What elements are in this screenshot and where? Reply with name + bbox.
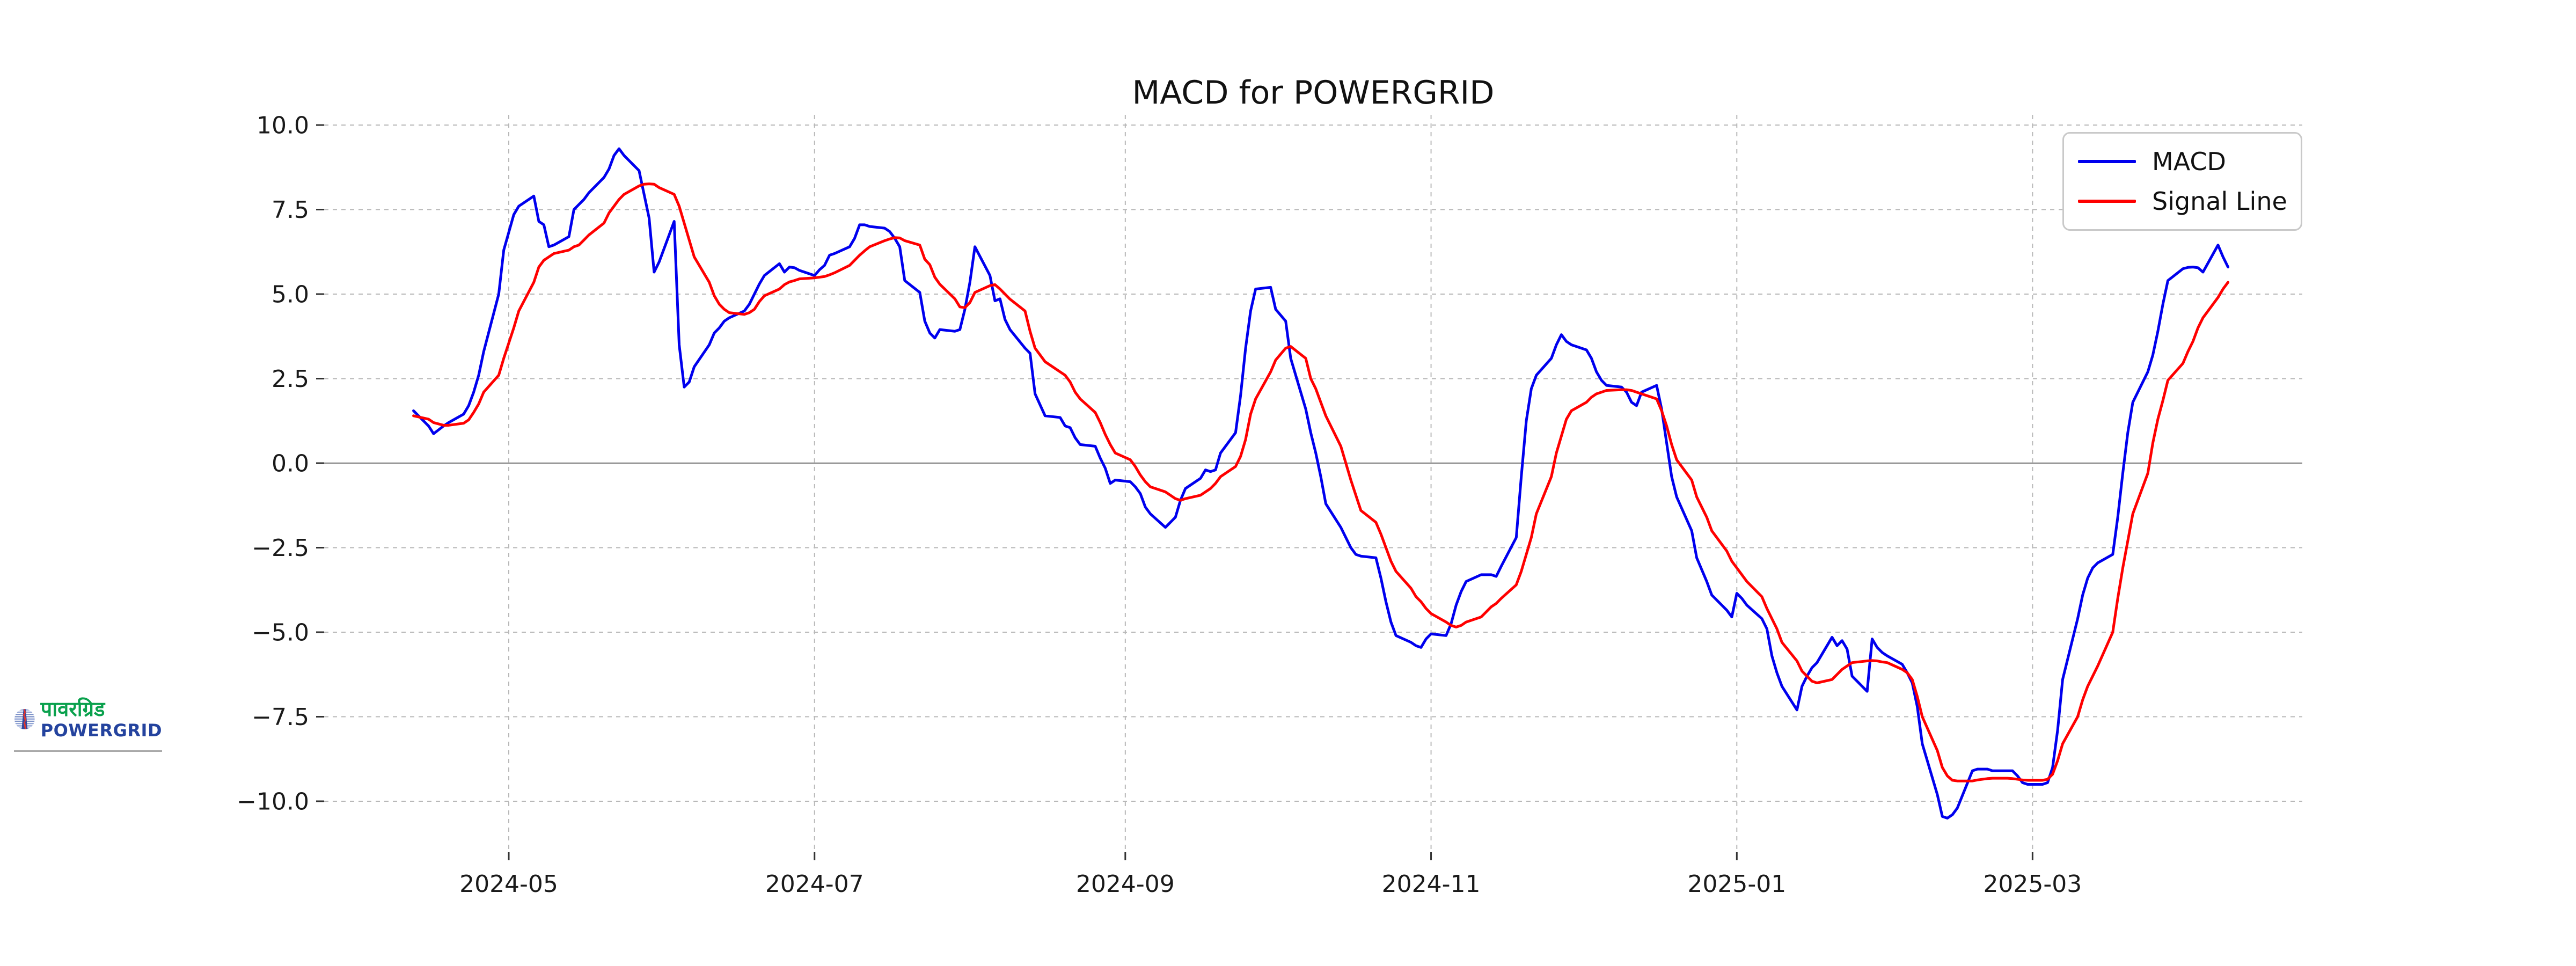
x-tick-label: 2025-03 — [1983, 870, 2082, 898]
powergrid-hindi-wordmark: पावरग्रिड — [40, 697, 105, 721]
signal-line — [412, 182, 2230, 782]
y-tick-label: −7.5 — [252, 704, 309, 731]
x-tick-label: 2024-05 — [459, 870, 558, 898]
legend-label: Signal Line — [2152, 187, 2287, 216]
signal-line-swatch-icon — [2078, 200, 2136, 203]
powergrid-logo-text: पावरग्रिड POWERGRID — [41, 698, 162, 741]
x-tick-label: 2024-11 — [1382, 870, 1481, 898]
legend-label: MACD — [2152, 147, 2226, 176]
x-tick-label: 2024-09 — [1076, 870, 1175, 898]
y-tick-label: −5.0 — [252, 619, 309, 646]
chart-legend: MACD Signal Line — [2062, 132, 2302, 231]
x-tick-label: 2024-07 — [765, 870, 864, 898]
y-tick-label: 7.5 — [272, 196, 309, 224]
macd-line-swatch-icon — [2078, 159, 2136, 163]
macd-line — [412, 147, 2230, 819]
y-tick-label: 5.0 — [272, 281, 309, 308]
powergrid-logo: पावरग्रिड POWERGRID — [14, 692, 162, 752]
x-tick-label: 2025-01 — [1687, 870, 1786, 898]
y-tick-label: 10.0 — [257, 112, 309, 139]
y-tick-label: −2.5 — [252, 535, 309, 562]
legend-item-signal: Signal Line — [2078, 189, 2301, 214]
y-tick-label: 0.0 — [272, 450, 309, 477]
legend-item-macd: MACD — [2078, 149, 2301, 174]
chart-title: MACD for POWERGRID — [1132, 74, 1495, 112]
y-tick-label: 2.5 — [272, 365, 309, 393]
powergrid-globe-icon — [14, 709, 35, 729]
powergrid-latin-wordmark: POWERGRID — [40, 720, 162, 741]
y-tick-label: −10.0 — [237, 788, 309, 815]
